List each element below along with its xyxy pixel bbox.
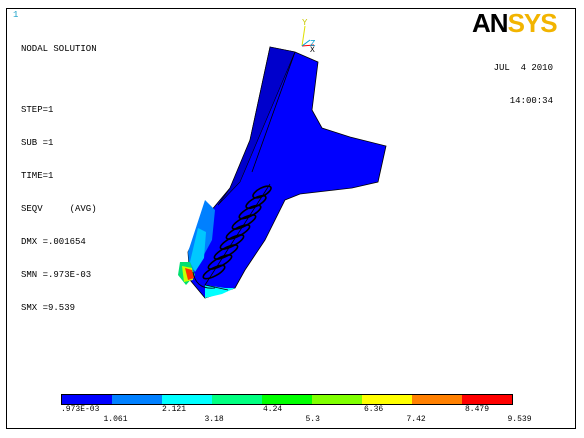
legend-label-bottom: 5.3 <box>305 415 320 424</box>
legend-label-bottom: 1.061 <box>103 415 128 424</box>
color-legend-bar <box>61 394 513 405</box>
legend-label-bottom: 7.42 <box>406 415 426 424</box>
legend-swatch <box>262 395 312 404</box>
time-text: 14:00:34 <box>509 96 553 106</box>
axis-triad: Y Z X <box>301 18 316 55</box>
logo-part-sys: SYS <box>507 8 558 38</box>
axis-x-label: X <box>310 46 315 55</box>
solution-info: NODAL SOLUTION STEP=1 SUB =1 TIME=1 SEQV… <box>21 22 97 325</box>
legend-swatch <box>212 395 262 404</box>
legend-swatch <box>362 395 412 404</box>
datetime: JUL 4 2010 14:00:34 <box>494 41 553 118</box>
legend-swatch <box>462 395 512 404</box>
info-sub: SUB =1 <box>21 138 54 148</box>
legend-swatch <box>62 395 112 404</box>
window-number: 1 <box>13 10 19 20</box>
legend-label-top: .973E-03 <box>61 405 100 414</box>
legend-label-top: 4.24 <box>263 405 283 414</box>
model-edge-line <box>251 51 296 173</box>
legend-label-bottom: 9.539 <box>507 415 532 424</box>
axis-z-label: Z <box>310 39 316 49</box>
stress-zone-cyan <box>190 228 206 272</box>
legend-label-top: 6.36 <box>364 405 384 414</box>
date-text: JUL 4 2010 <box>493 63 553 73</box>
legend-swatch <box>312 395 362 404</box>
info-dmx: DMX =.001654 <box>21 237 86 247</box>
info-smn: SMN =.973E-03 <box>21 270 92 280</box>
legend-swatch <box>162 395 212 404</box>
legend-swatch <box>412 395 462 404</box>
legend-label-top: 2.121 <box>162 405 187 414</box>
legend-swatch <box>112 395 162 404</box>
thread-outline <box>192 183 271 291</box>
thread-coils <box>202 185 272 280</box>
info-seqv: SEQV (AVG) <box>21 204 97 214</box>
logo-part-an: AN <box>472 8 509 38</box>
info-time: TIME=1 <box>21 171 54 181</box>
legend-label-top: 8.479 <box>465 405 490 414</box>
axis-y-label: Y <box>302 18 308 28</box>
info-title: NODAL SOLUTION <box>21 44 97 54</box>
info-step: STEP=1 <box>21 105 54 115</box>
ansys-logo: ANSYS <box>472 8 558 38</box>
legend-label-bottom: 3.18 <box>204 415 224 424</box>
stress-zone-red <box>185 268 194 280</box>
model-body <box>187 46 387 299</box>
info-smx: SMX =9.539 <box>21 303 76 313</box>
